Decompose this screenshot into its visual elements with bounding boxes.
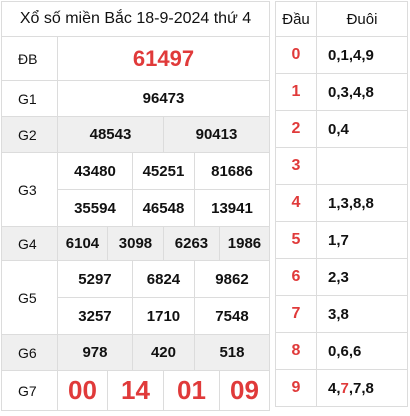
- prize-g4-number: 1986: [218, 226, 271, 261]
- tail-column-header: Đuôi: [316, 1, 408, 37]
- prize-label-g7: G7: [1, 370, 58, 411]
- head-digit: 1: [275, 73, 317, 111]
- prize-g3-number: 13941: [193, 189, 271, 227]
- results-title: Xổ số miền Bắc 18-9-2024 thứ 4: [1, 1, 270, 37]
- prize-g3-number: 81686: [193, 152, 271, 190]
- head-digit: 9: [275, 369, 317, 407]
- tail-digits: 1,3,8,8: [316, 184, 408, 222]
- prize-label-g2: G2: [1, 116, 58, 153]
- results-table: Xổ số miền Bắc 18-9-2024 thứ 4 ĐB 61497 …: [1, 1, 271, 411]
- prize-g6-number: 518: [193, 334, 271, 371]
- prize-g5-number: 6824: [131, 260, 195, 298]
- head-tail-table: Đầu Đuôi 0 0,1,4,9 1 0,3,4,8 2 0,4 3 4 1…: [275, 1, 408, 407]
- prize-g3-number: 35594: [57, 189, 133, 227]
- tail-digits: [316, 147, 408, 185]
- prize-g7-number: 00: [57, 370, 108, 411]
- prize-g2-number: 90413: [162, 116, 271, 153]
- head-digit: 5: [275, 221, 317, 259]
- prize-g3-number: 45251: [131, 152, 195, 190]
- prize-label-g6: G6: [1, 334, 58, 371]
- prize-g2-number: 48543: [57, 116, 164, 153]
- prize-label-g3: G3: [1, 152, 58, 227]
- prize-g7-number: 14: [106, 370, 164, 411]
- head-digit: 7: [275, 295, 317, 333]
- prize-g5-number: 7548: [193, 297, 271, 335]
- prize-label-db: ĐB: [1, 36, 58, 81]
- prize-label-g4: G4: [1, 226, 58, 261]
- head-digit: 8: [275, 332, 317, 370]
- prize-g1-number: 96473: [57, 80, 270, 117]
- prize-g5-number: 1710: [131, 297, 195, 335]
- tail-digits: 2,3: [316, 258, 408, 296]
- head-digit: 4: [275, 184, 317, 222]
- prize-g6-number: 420: [131, 334, 195, 371]
- head-column-header: Đầu: [275, 1, 317, 37]
- head-digit: 0: [275, 36, 317, 74]
- tail-digits: 0,6,6: [316, 332, 408, 370]
- tail-digits: 3,8: [316, 295, 408, 333]
- tail-digits: 0,4: [316, 110, 408, 148]
- prize-g4-number: 6104: [57, 226, 108, 261]
- prize-g4-number: 6263: [162, 226, 220, 261]
- prize-g5-number: 3257: [57, 297, 133, 335]
- prize-label-g1: G1: [1, 80, 58, 117]
- prize-g7-number: 09: [218, 370, 271, 411]
- head-digit: 6: [275, 258, 317, 296]
- tail-digits: 0,3,4,8: [316, 73, 408, 111]
- tail-digits: 0,1,4,9: [316, 36, 408, 74]
- prize-g7-number: 01: [162, 370, 220, 411]
- head-digit: 2: [275, 110, 317, 148]
- prize-g3-number: 43480: [57, 152, 133, 190]
- tail-digits: 4,7,7,8: [316, 369, 408, 407]
- prize-g5-number: 9862: [193, 260, 271, 298]
- prize-g4-number: 3098: [106, 226, 164, 261]
- prize-db-number: 61497: [57, 36, 270, 81]
- head-digit: 3: [275, 147, 317, 185]
- tail-digits: 1,7: [316, 221, 408, 259]
- prize-label-g5: G5: [1, 260, 58, 335]
- prize-g3-number: 46548: [131, 189, 195, 227]
- prize-g5-number: 5297: [57, 260, 133, 298]
- prize-g6-number: 978: [57, 334, 133, 371]
